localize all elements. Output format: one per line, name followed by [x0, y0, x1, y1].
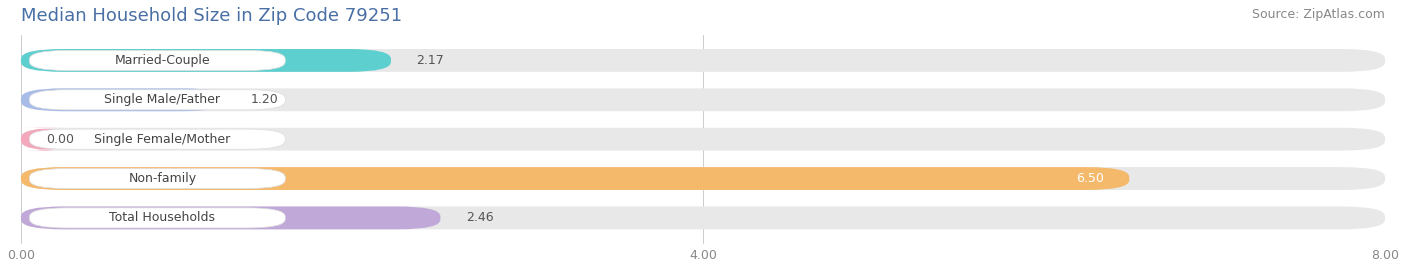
FancyBboxPatch shape — [30, 129, 285, 149]
Text: 1.20: 1.20 — [252, 93, 278, 106]
FancyBboxPatch shape — [30, 168, 285, 189]
FancyBboxPatch shape — [30, 208, 285, 228]
FancyBboxPatch shape — [21, 167, 1129, 190]
Text: Non-family: Non-family — [128, 172, 197, 185]
FancyBboxPatch shape — [21, 49, 1385, 72]
FancyBboxPatch shape — [21, 128, 1385, 151]
Text: Single Female/Mother: Single Female/Mother — [94, 133, 231, 146]
Text: Total Households: Total Households — [110, 211, 215, 224]
Text: Source: ZipAtlas.com: Source: ZipAtlas.com — [1251, 8, 1385, 21]
FancyBboxPatch shape — [21, 167, 1385, 190]
Text: 2.17: 2.17 — [416, 54, 444, 67]
FancyBboxPatch shape — [21, 89, 225, 111]
FancyBboxPatch shape — [30, 90, 285, 110]
FancyBboxPatch shape — [21, 49, 391, 72]
Text: 6.50: 6.50 — [1076, 172, 1104, 185]
Text: Single Male/Father: Single Male/Father — [104, 93, 221, 106]
FancyBboxPatch shape — [30, 50, 285, 70]
FancyBboxPatch shape — [21, 128, 69, 151]
Text: Married-Couple: Married-Couple — [115, 54, 211, 67]
FancyBboxPatch shape — [21, 89, 1385, 111]
FancyBboxPatch shape — [21, 207, 440, 229]
Text: 0.00: 0.00 — [46, 133, 75, 146]
Text: Median Household Size in Zip Code 79251: Median Household Size in Zip Code 79251 — [21, 7, 402, 25]
Text: 2.46: 2.46 — [465, 211, 494, 224]
FancyBboxPatch shape — [21, 207, 1385, 229]
